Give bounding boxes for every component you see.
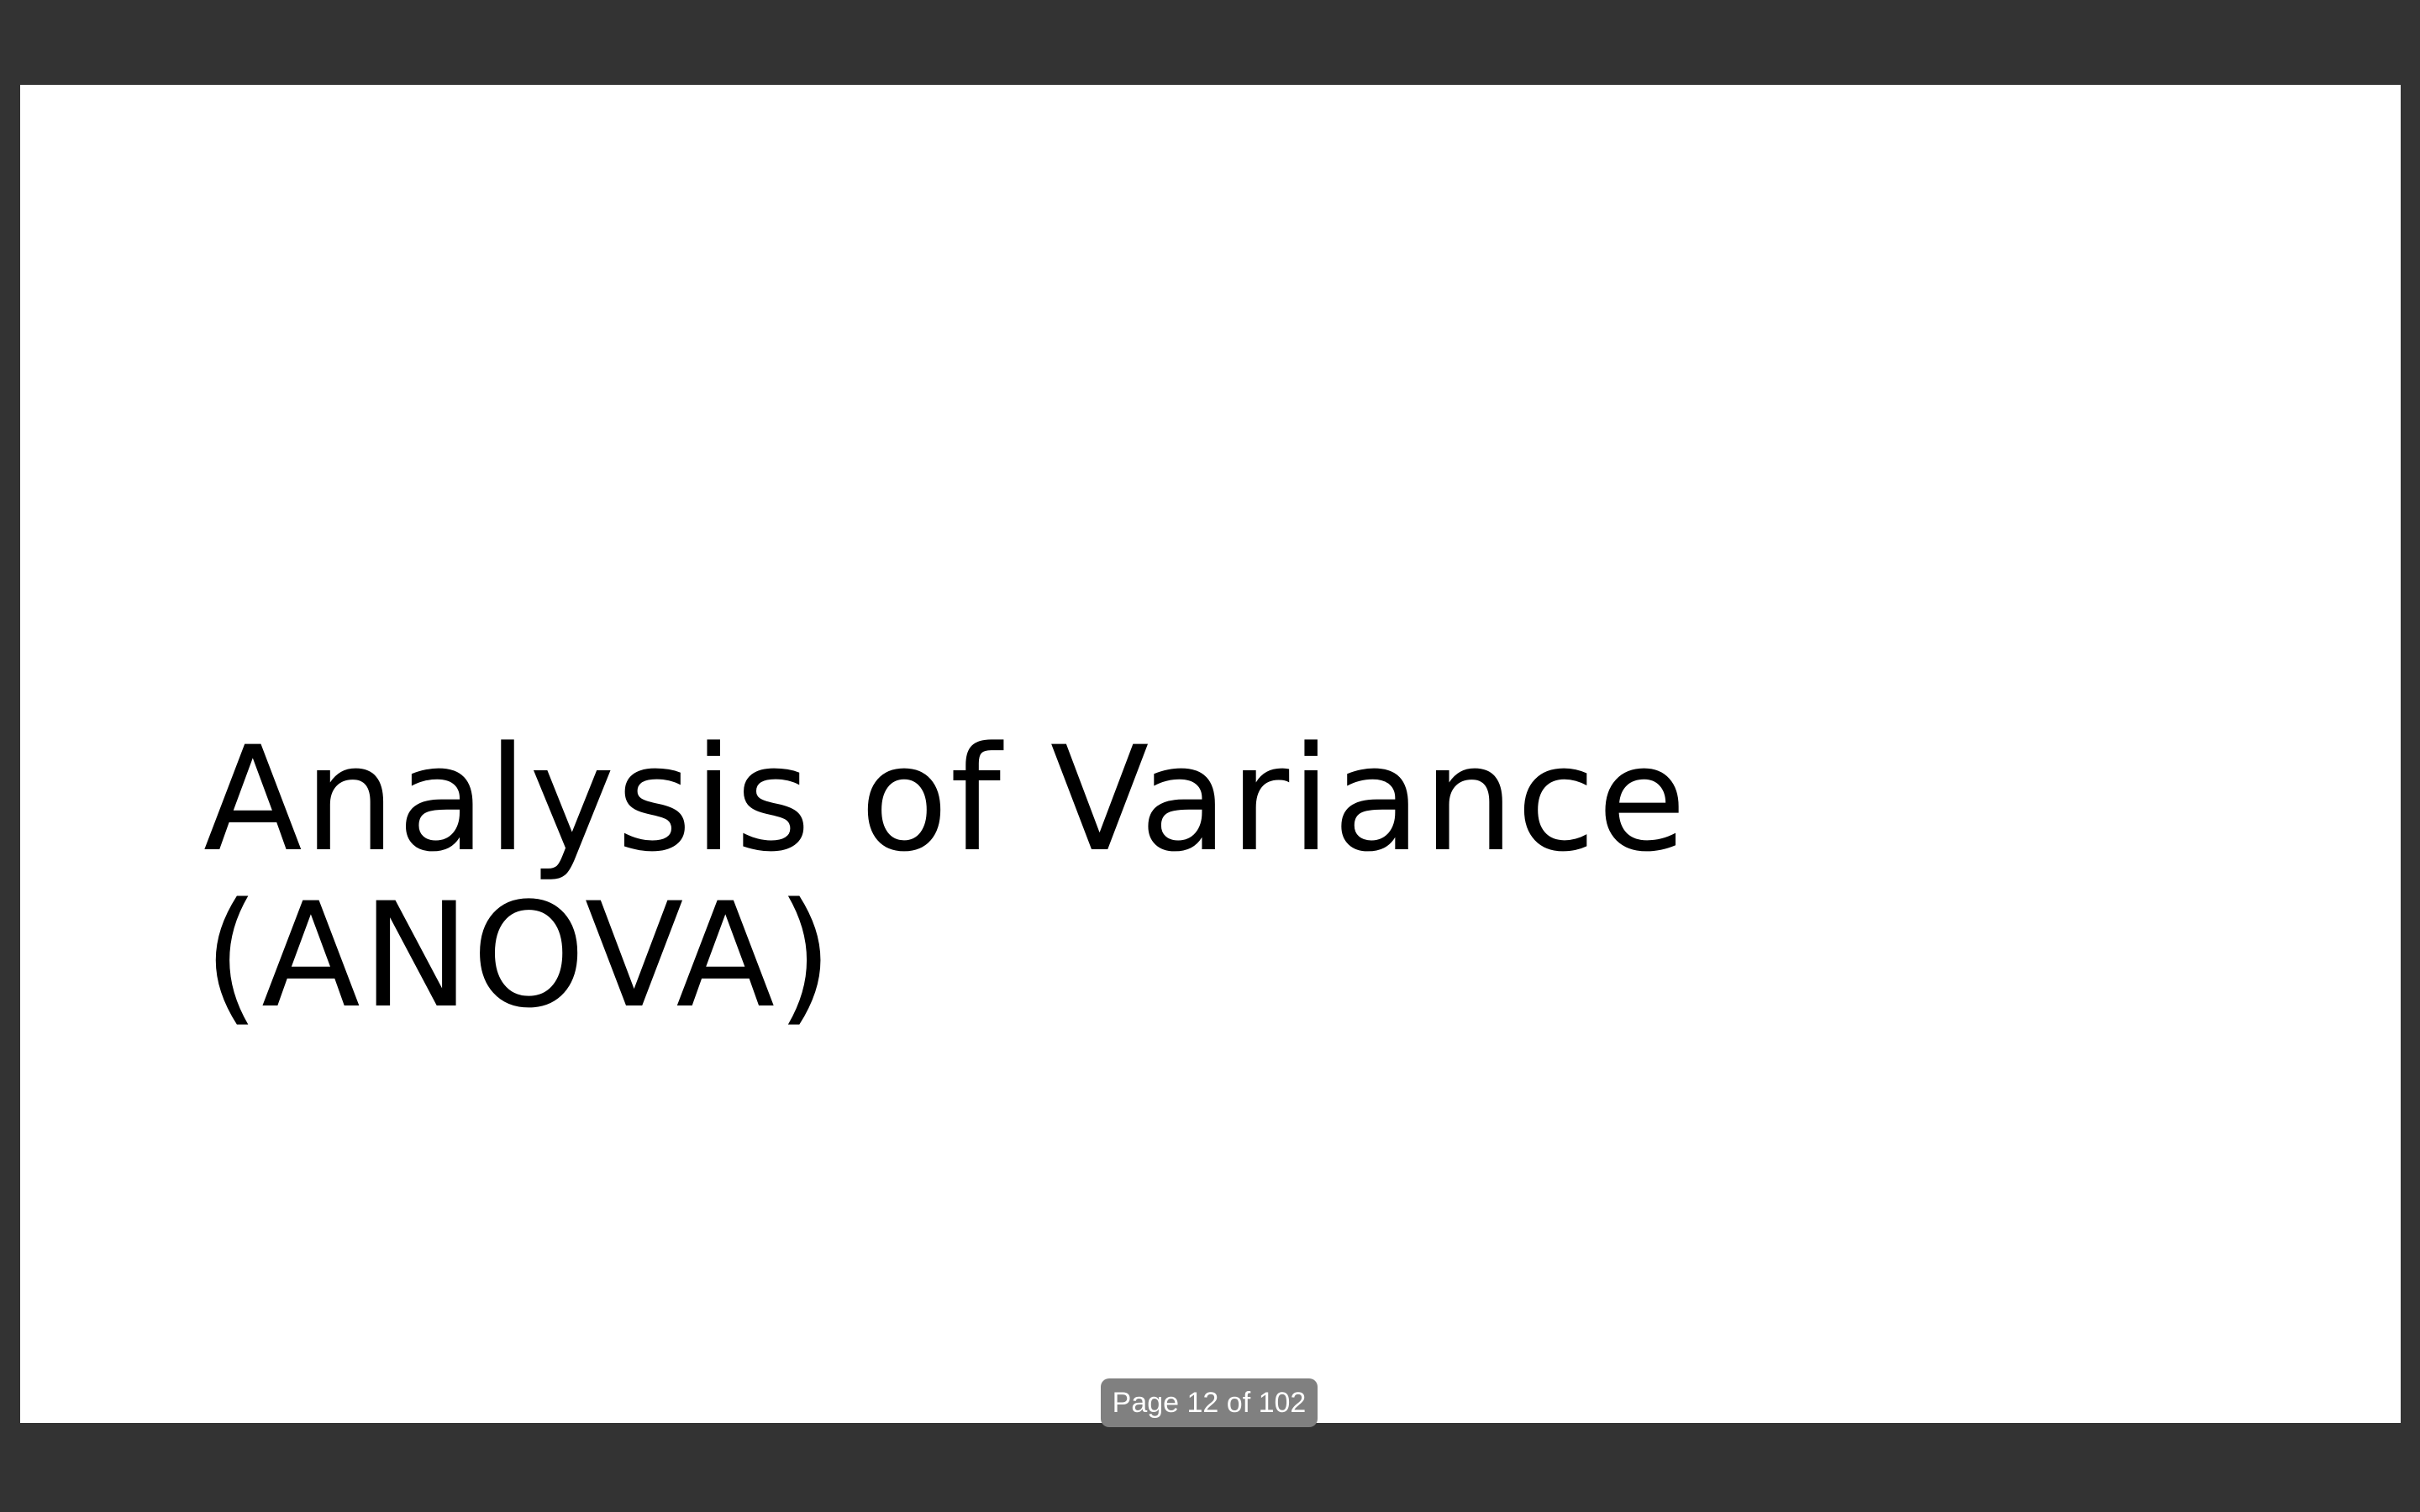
slide-title: Analysis of Variance (ANOVA) [203, 722, 1688, 1034]
page-indicator: Page 12 of 102 [1101, 1378, 1318, 1427]
slide-title-line-2: (ANOVA) [203, 871, 835, 1040]
slide-page[interactable]: Analysis of Variance (ANOVA) [20, 85, 2401, 1423]
slide-title-line-1: Analysis of Variance [203, 715, 1688, 884]
